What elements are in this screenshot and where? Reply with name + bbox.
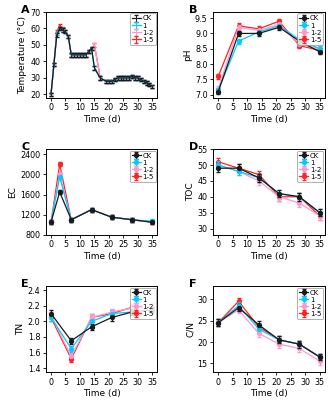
Y-axis label: TN: TN	[16, 323, 25, 335]
X-axis label: Time (d): Time (d)	[83, 252, 121, 261]
Y-axis label: EC: EC	[9, 186, 17, 198]
X-axis label: Time (d): Time (d)	[250, 252, 288, 261]
Legend: CK, 1, 1-2, 1-5: CK, 1, 1-2, 1-5	[297, 13, 323, 45]
Text: D: D	[189, 142, 198, 152]
Y-axis label: Temperature (°C): Temperature (°C)	[18, 16, 28, 94]
Y-axis label: C/N: C/N	[186, 321, 195, 337]
Legend: CK, 1, 1-2, 1-5: CK, 1, 1-2, 1-5	[130, 288, 156, 319]
X-axis label: Time (d): Time (d)	[83, 115, 121, 124]
Legend: CK, 1, 1-2, 1-5: CK, 1, 1-2, 1-5	[297, 150, 323, 182]
Text: F: F	[189, 280, 196, 290]
Legend: CK, 1, 1-2, 1-5: CK, 1, 1-2, 1-5	[297, 288, 323, 319]
Y-axis label: TOC: TOC	[186, 183, 195, 201]
Y-axis label: pH: pH	[183, 49, 192, 61]
X-axis label: Time (d): Time (d)	[250, 389, 288, 398]
X-axis label: Time (d): Time (d)	[83, 389, 121, 398]
Text: B: B	[189, 5, 197, 15]
Legend: CK, 1, 1-2, 1-5: CK, 1, 1-2, 1-5	[130, 13, 156, 45]
X-axis label: Time (d): Time (d)	[250, 115, 288, 124]
Text: E: E	[21, 280, 29, 290]
Text: A: A	[21, 5, 30, 15]
Legend: CK, 1, 1-2, 1-5: CK, 1, 1-2, 1-5	[130, 150, 156, 182]
Text: C: C	[21, 142, 30, 152]
